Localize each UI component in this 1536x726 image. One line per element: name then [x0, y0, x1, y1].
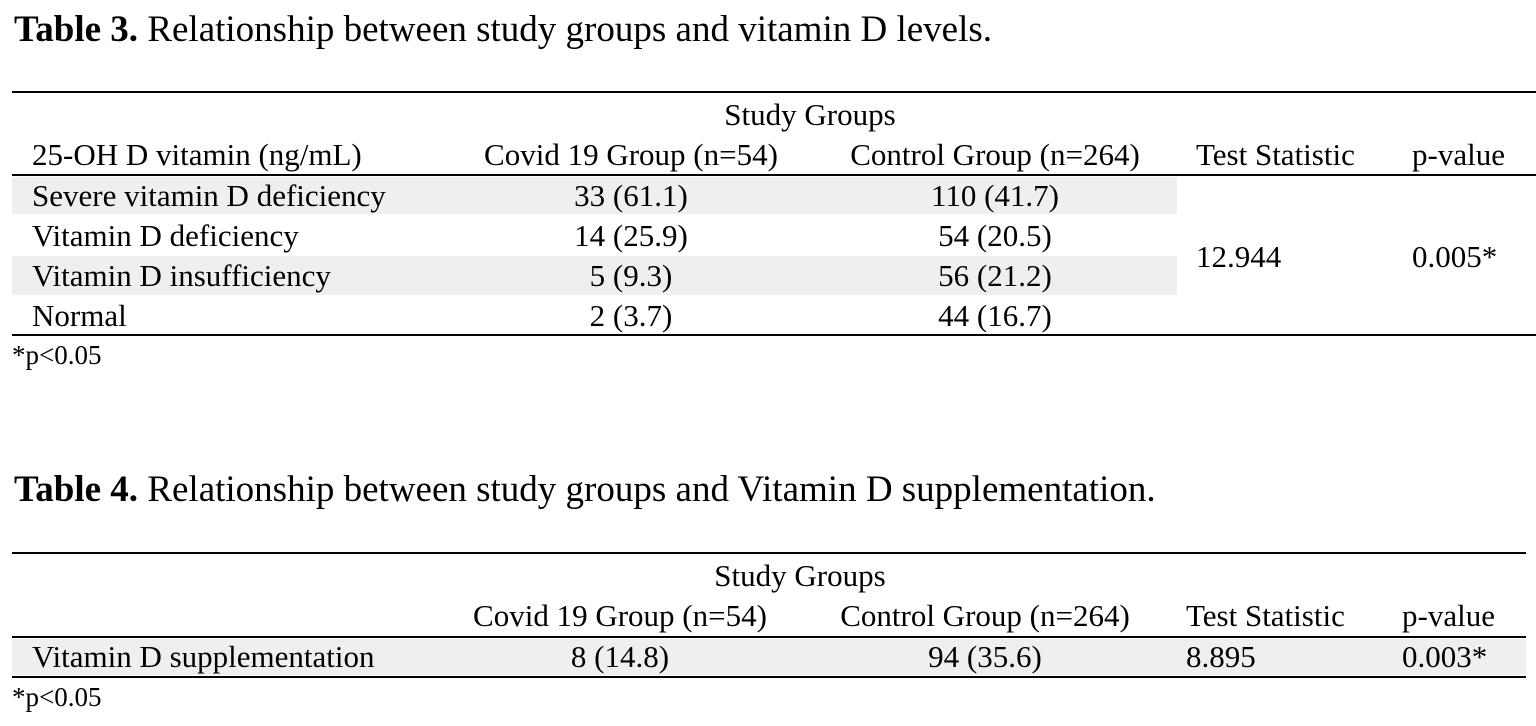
table3-test-statistic-value: 12.944 — [1196, 239, 1282, 274]
table3-row-control: 54 (20.5) — [938, 218, 1052, 253]
table3-row-shade — [12, 256, 1177, 295]
table4-col-header-test-statistic: Test Statistic — [1186, 598, 1345, 633]
table4-col-header-p-value: p-value — [1402, 598, 1495, 633]
table4-header-rule — [12, 636, 1526, 638]
table4-row-shade — [12, 639, 1526, 675]
table3-col-header-covid: Covid 19 Group (n=54) — [484, 137, 778, 172]
table3-col-header-test-statistic: Test Statistic — [1196, 137, 1355, 172]
table3-row-covid: 5 (9.3) — [589, 258, 673, 293]
table4-row-p-value: 0.003* — [1402, 639, 1488, 674]
table4-row-label: Vitamin D supplementation — [32, 639, 375, 674]
table4-bottom-rule — [12, 676, 1526, 678]
table3-header-rule — [12, 174, 1536, 176]
table3-col-header-p-value: p-value — [1412, 137, 1505, 172]
table4-row-test-statistic: 8.895 — [1186, 639, 1256, 674]
table4-top-rule — [12, 552, 1526, 554]
table4-footnote: *p<0.05 — [12, 682, 102, 712]
table3-top-rule — [12, 91, 1536, 93]
table3-p-value: 0.005* — [1412, 239, 1498, 274]
table3-footnote: *p<0.05 — [12, 340, 102, 370]
table3-row-control: 110 (41.7) — [931, 178, 1059, 213]
table3-row-covid: 33 (61.1) — [574, 178, 688, 213]
table3-caption-label: Table 3. — [14, 9, 139, 50]
table3-row-control: 44 (16.7) — [938, 298, 1052, 333]
table4-caption-label: Table 4. — [14, 469, 139, 510]
table3-row-label: Vitamin D insufficiency — [32, 258, 331, 293]
table4-caption: Table 4. Relationship between study grou… — [14, 470, 1156, 510]
table3-group-header: Study Groups — [724, 97, 896, 132]
table3-row-shade — [12, 177, 1177, 214]
table3-col-header-category: 25-OH D vitamin (ng/mL) — [32, 137, 362, 172]
table3-bottom-rule — [12, 334, 1536, 336]
table4-caption-text: Relationship between study groups and Vi… — [138, 469, 1156, 510]
table3-row-label: Severe vitamin D deficiency — [32, 178, 386, 213]
table4-col-header-covid: Covid 19 Group (n=54) — [473, 598, 767, 633]
table3-col-header-control: Control Group (n=264) — [850, 137, 1140, 172]
table4-row-covid: 8 (14.8) — [570, 639, 670, 674]
table3-row-covid: 14 (25.9) — [574, 218, 688, 253]
table3-row-covid: 2 (3.7) — [589, 298, 673, 333]
table4-group-header: Study Groups — [714, 558, 886, 593]
table3-caption-text: Relationship between study groups and vi… — [138, 9, 993, 50]
table3-caption: Table 3. Relationship between study grou… — [14, 10, 992, 50]
table3-row-label: Normal — [32, 298, 127, 333]
table3-row-label: Vitamin D deficiency — [32, 218, 299, 253]
table4-col-header-control: Control Group (n=264) — [840, 598, 1130, 633]
table3-row-control: 56 (21.2) — [938, 258, 1052, 293]
table4-row-control: 94 (35.6) — [928, 639, 1042, 674]
